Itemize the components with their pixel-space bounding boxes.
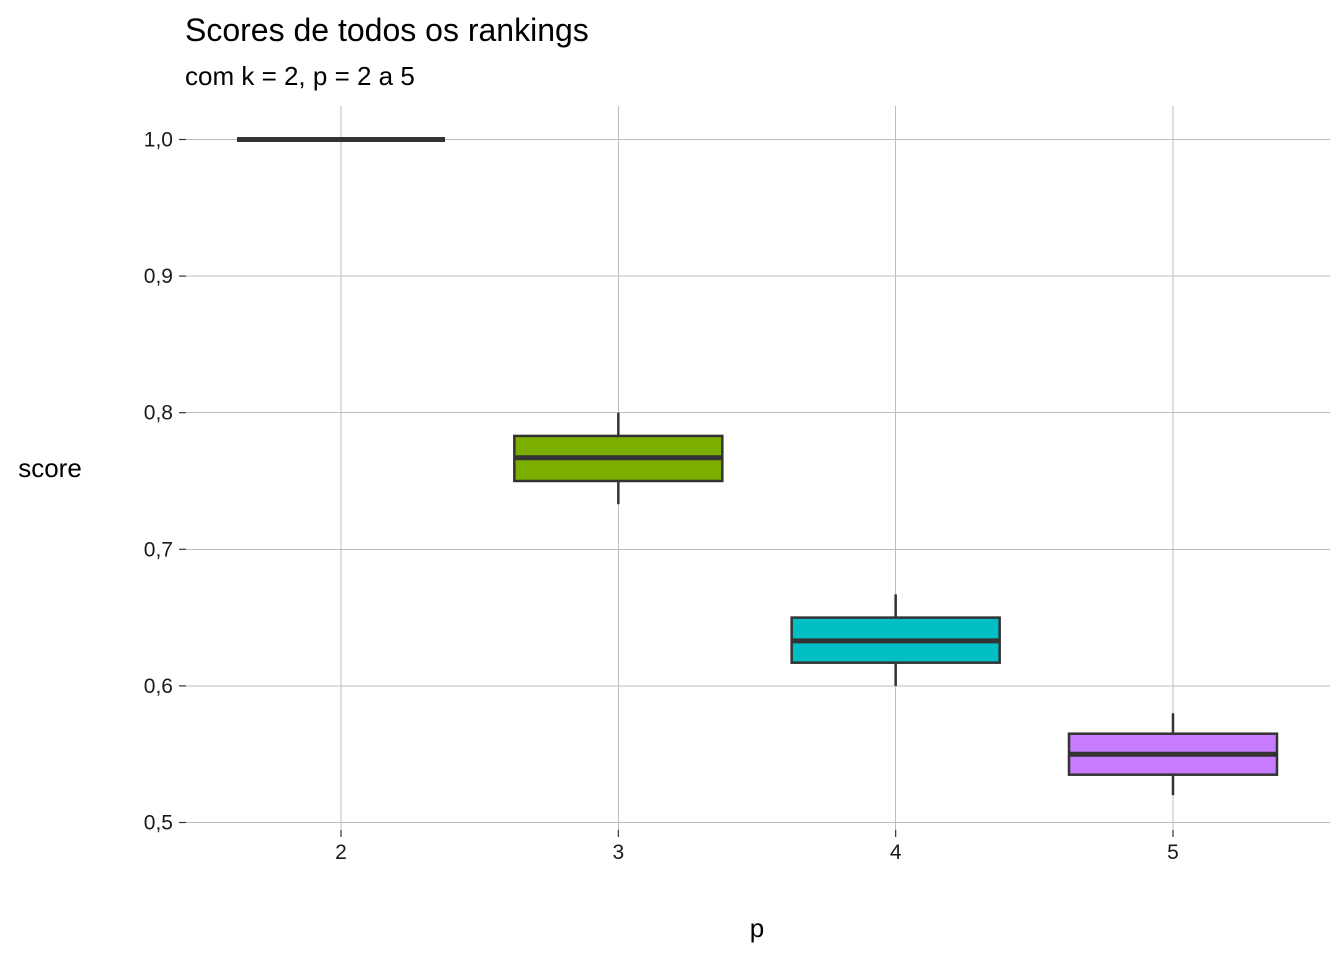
y-tick-label: 1,0 — [144, 129, 173, 152]
axis-ticks: 0,5 0,6 0,7 0,8 0,9 1,0 2 3 4 5 — [144, 129, 1179, 865]
box-series — [237, 137, 1279, 796]
y-tick-label: 0,8 — [144, 402, 173, 425]
x-axis-title: p — [750, 913, 764, 943]
chart-title: Scores de todos os rankings — [185, 12, 589, 48]
grid-lines — [186, 106, 1330, 830]
box-5 — [1067, 713, 1279, 796]
box-4 — [790, 594, 1001, 686]
y-tick-label: 0,5 — [144, 812, 173, 835]
y-axis-title: score — [18, 453, 82, 483]
x-tick-label: 2 — [335, 841, 347, 864]
y-tick-label: 0,7 — [144, 538, 173, 561]
x-tick-label: 3 — [612, 841, 624, 864]
y-tick-label: 0,6 — [144, 675, 173, 698]
chart-subtitle: com k = 2, p = 2 a 5 — [185, 61, 415, 91]
x-tick-label: 5 — [1167, 841, 1179, 864]
y-tick-label: 0,9 — [144, 265, 173, 288]
box-3 — [513, 412, 724, 505]
x-tick-label: 4 — [890, 841, 902, 864]
